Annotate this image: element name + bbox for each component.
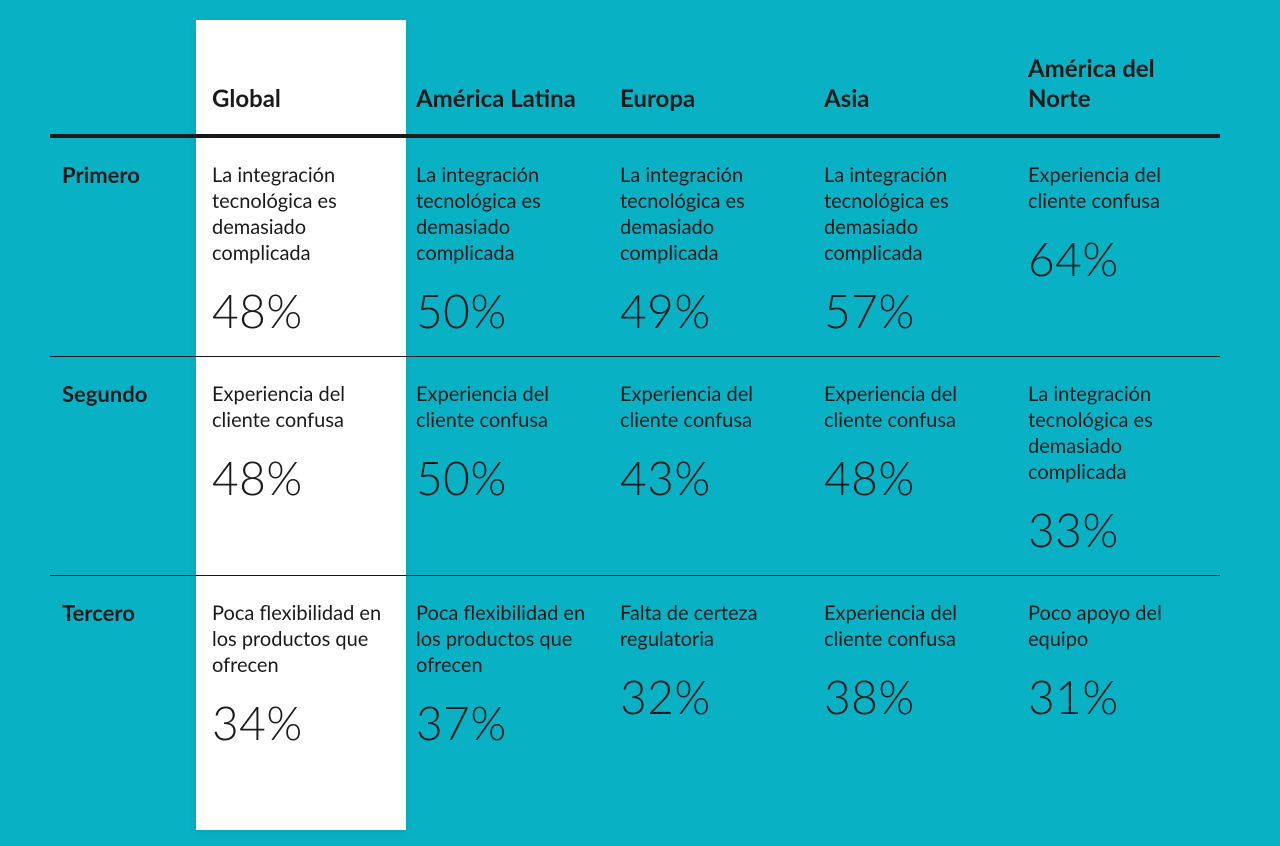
- cell-desc: La integración tecnológica es demasiado …: [824, 162, 1004, 266]
- table-row: Primero La integración tecnológica es de…: [50, 136, 1220, 357]
- col-header: Europa: [608, 48, 812, 136]
- cell-pct: 57%: [824, 288, 1004, 334]
- col-header: América del Norte: [1016, 48, 1220, 136]
- table-cell: La integración tecnológica es demasiado …: [404, 136, 608, 357]
- cell-desc: Experiencia del cliente confusa: [212, 381, 392, 433]
- cell-desc: Poca flexibilidad en los productos que o…: [416, 600, 596, 678]
- table-cell: Experiencia del cliente confusa 64%: [1016, 136, 1220, 357]
- cell-pct: 38%: [824, 674, 1004, 720]
- table-cell: Poca flexibilidad en los productos que o…: [200, 576, 404, 769]
- cell-pct: 37%: [416, 700, 596, 746]
- cell-desc: Experiencia del cliente confusa: [620, 381, 800, 433]
- table-cell: Experiencia del cliente confusa 48%: [200, 357, 404, 576]
- table-cell: Experiencia del cliente confusa 38%: [812, 576, 1016, 769]
- table-cell: La integración tecnológica es demasiado …: [200, 136, 404, 357]
- cell-pct: 48%: [212, 455, 392, 501]
- cell-pct: 64%: [1028, 236, 1208, 282]
- cell-desc: Poca flexibilidad en los productos que o…: [212, 600, 392, 678]
- table-cell: Experiencia del cliente confusa 50%: [404, 357, 608, 576]
- table-cell: Experiencia del cliente confusa 43%: [608, 357, 812, 576]
- table-header-row: Global América Latina Europa Asia Améric…: [50, 48, 1220, 136]
- cell-desc: La integración tecnológica es demasiado …: [620, 162, 800, 266]
- table-cell: Poca flexibilidad en los productos que o…: [404, 576, 608, 769]
- cell-pct: 50%: [416, 288, 596, 334]
- cell-pct: 33%: [1028, 507, 1208, 553]
- cell-pct: 48%: [824, 455, 1004, 501]
- cell-pct: 50%: [416, 455, 596, 501]
- cell-desc: Experiencia del cliente confusa: [824, 600, 1004, 652]
- table-cell: La integración tecnológica es demasiado …: [812, 136, 1016, 357]
- table-cell: La integración tecnológica es demasiado …: [1016, 357, 1220, 576]
- cell-desc: Experiencia del cliente confusa: [1028, 162, 1208, 214]
- cell-desc: Falta de certeza regulatoria: [620, 600, 800, 652]
- cell-desc: La integración tecnológica es demasiado …: [416, 162, 596, 266]
- table-cell: La integración tecnológica es demasiado …: [608, 136, 812, 357]
- cell-desc: Poco apoyo del equipo: [1028, 600, 1208, 652]
- header-blank: [50, 48, 200, 136]
- table-cell: Experiencia del cliente confusa 48%: [812, 357, 1016, 576]
- table-row: Tercero Poca flexibilidad en los product…: [50, 576, 1220, 769]
- comparison-table: Global América Latina Europa Asia Améric…: [50, 48, 1220, 768]
- table-cell: Poco apoyo del equipo 31%: [1016, 576, 1220, 769]
- cell-desc: La integración tecnológica es demasiado …: [212, 162, 392, 266]
- col-header: Global: [200, 48, 404, 136]
- table-canvas: Global América Latina Europa Asia Améric…: [0, 0, 1280, 846]
- table-cell: Falta de certeza regulatoria 32%: [608, 576, 812, 769]
- col-header: Asia: [812, 48, 1016, 136]
- table-row: Segundo Experiencia del cliente confusa …: [50, 357, 1220, 576]
- row-label: Primero: [50, 136, 200, 357]
- cell-desc: Experiencia del cliente confusa: [416, 381, 596, 433]
- row-label: Tercero: [50, 576, 200, 769]
- cell-pct: 31%: [1028, 674, 1208, 720]
- row-label: Segundo: [50, 357, 200, 576]
- cell-pct: 49%: [620, 288, 800, 334]
- cell-desc: La integración tecnológica es demasiado …: [1028, 381, 1208, 485]
- cell-pct: 48%: [212, 288, 392, 334]
- col-header: América Latina: [404, 48, 608, 136]
- cell-pct: 32%: [620, 674, 800, 720]
- cell-pct: 43%: [620, 455, 800, 501]
- cell-desc: Experiencia del cliente confusa: [824, 381, 1004, 433]
- cell-pct: 34%: [212, 700, 392, 746]
